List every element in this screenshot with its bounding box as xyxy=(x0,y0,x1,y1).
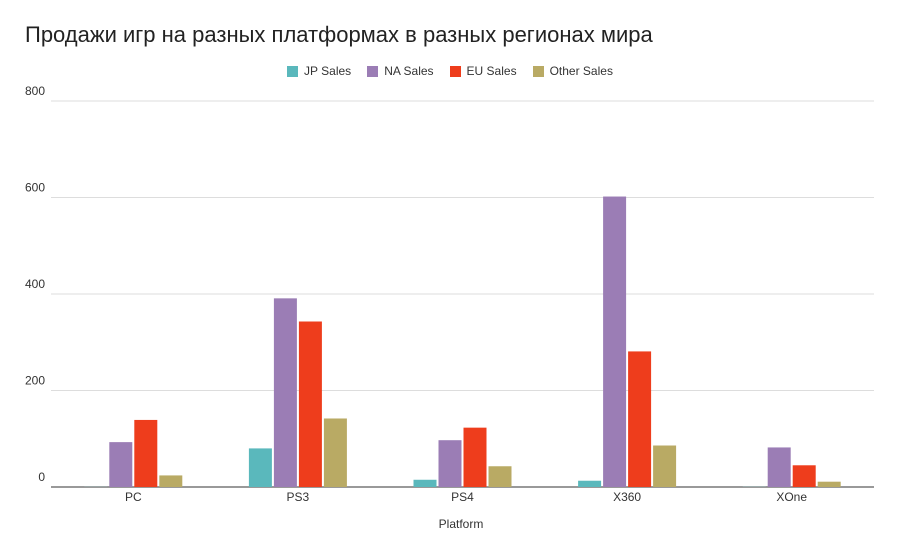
bar-layer xyxy=(84,196,841,487)
y-tick-label: 800 xyxy=(25,84,45,98)
bar xyxy=(792,465,816,487)
legend-swatch-jp xyxy=(287,65,299,77)
x-axis-title: Platform xyxy=(439,517,484,531)
bar xyxy=(653,445,677,487)
tick-layer: 0 200 400 600 800 PC PS3 PS4 X360 XOne xyxy=(25,84,807,504)
y-tick-label: 400 xyxy=(25,277,45,291)
legend-item-jp: JP Sales xyxy=(287,64,351,78)
legend-swatch-other xyxy=(532,65,544,77)
legend: JP Sales NA Sales EU Sales Other Sales xyxy=(0,64,900,78)
bar xyxy=(134,419,158,487)
bar xyxy=(298,321,322,487)
y-tick-label: 0 xyxy=(38,470,45,484)
legend-item-eu: EU Sales xyxy=(449,64,517,78)
x-tick-label: X360 xyxy=(613,490,641,504)
legend-item-na: NA Sales xyxy=(367,64,434,78)
x-tick-label: PC xyxy=(125,490,142,504)
legend-swatch-eu xyxy=(449,65,461,77)
bar xyxy=(248,448,272,487)
bar xyxy=(463,427,487,487)
x-tick-label: XOne xyxy=(776,490,807,504)
bar xyxy=(578,480,602,487)
legend-label-na: NA Sales xyxy=(384,64,434,78)
bar xyxy=(603,196,627,487)
grid-layer xyxy=(51,100,874,488)
bar xyxy=(767,447,791,487)
bar xyxy=(438,440,462,487)
legend-label-jp: JP Sales xyxy=(304,64,352,78)
legend-label-eu: EU Sales xyxy=(466,64,517,78)
bar xyxy=(628,351,652,487)
bar xyxy=(273,298,297,487)
x-tick-label: PS4 xyxy=(451,490,474,504)
bar xyxy=(817,481,841,487)
y-tick-label: 200 xyxy=(25,374,45,388)
bar xyxy=(109,442,133,487)
bar xyxy=(488,466,512,487)
bar xyxy=(159,475,183,487)
bar xyxy=(413,479,437,487)
x-tick-label: PS3 xyxy=(287,490,310,504)
y-tick-label: 600 xyxy=(25,181,45,195)
legend-label-other: Other Sales xyxy=(549,64,613,78)
legend-item-other: Other Sales xyxy=(532,64,613,78)
legend-swatch-na xyxy=(367,65,379,77)
chart-title: Продажи игр на разных платформах в разны… xyxy=(25,22,653,47)
bar xyxy=(323,418,347,487)
